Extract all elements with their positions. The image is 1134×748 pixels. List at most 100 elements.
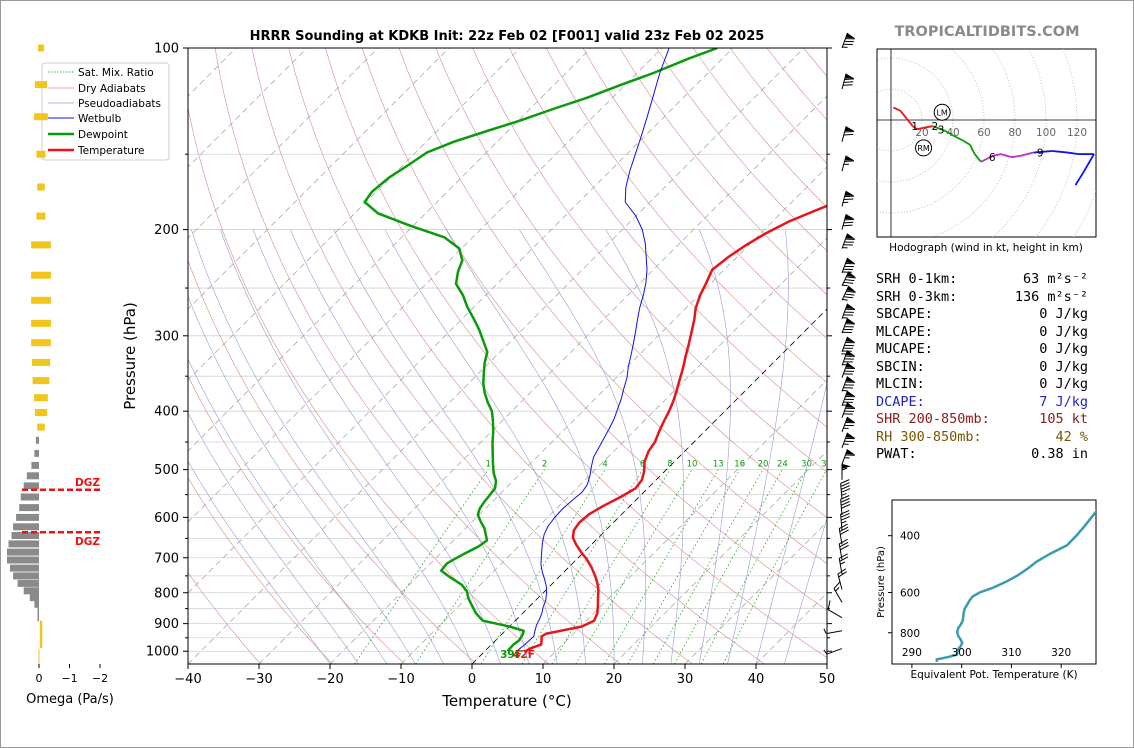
- pseudoadiabat: [727, 229, 789, 664]
- wind-barb: [840, 495, 851, 516]
- storm-motion-marker: [933, 103, 951, 121]
- theta-e-x-tick-label: 300: [952, 647, 972, 659]
- omega-bar: [34, 81, 48, 89]
- omega-bar: [39, 634, 43, 642]
- wind-barb-flag: [840, 482, 850, 487]
- wind-barb-flag: [843, 84, 853, 86]
- wind-barb-flag: [843, 296, 854, 299]
- theta-e-x-axis-label: Equivalent Pot. Temperature (K): [910, 669, 1077, 681]
- wetbulb-profile-line: [516, 48, 670, 652]
- y-tick-label: 500: [154, 463, 179, 478]
- skewt-legend: Sat. Mix. Ratio Dry Adiabats Pseudoadiab…: [41, 62, 170, 161]
- wind-barb-pennant: [846, 285, 856, 292]
- mixing-ratio-line: [521, 469, 643, 664]
- stats-row: RH 300-850mb: 42 %: [876, 429, 1116, 447]
- hodograph-ring-label: 100: [1036, 127, 1056, 139]
- wind-barb-staff: [841, 376, 848, 392]
- wind-barb-flag: [845, 395, 855, 398]
- wind-barb-half: [842, 298, 848, 301]
- wind-barb-flag: [843, 387, 853, 389]
- wind-barb-half: [843, 201, 849, 203]
- wind-barb-flag: [844, 265, 854, 268]
- wind-barb-flag: [843, 133, 854, 136]
- theta-e-x-tick-label: 310: [1001, 647, 1021, 659]
- hodograph-height-label: 1: [911, 121, 918, 133]
- wind-barb-flag: [843, 361, 853, 363]
- skewt-background-lines: 1 2 4 6 8 10 13 16 20 24 30 36: [188, 48, 827, 664]
- wind-barb-flag: [845, 341, 855, 344]
- dry-adiabat: [435, 48, 827, 518]
- x-tick-label: −10: [387, 672, 414, 687]
- hodograph-ring-label: 40: [946, 127, 959, 139]
- wind-barb-flag: [844, 311, 854, 313]
- isotherm-line: [400, 237, 827, 664]
- wind-barb-flag: [841, 503, 851, 509]
- hodograph-trace: [1052, 150, 1068, 154]
- wind-barb: [841, 190, 855, 207]
- hodograph-height-label: 6: [989, 152, 996, 164]
- wind-barb-staff: [826, 648, 843, 655]
- wind-barb-staff: [841, 449, 848, 465]
- wind-barb-flag: [844, 218, 855, 221]
- wind-barb-pennant: [844, 126, 855, 132]
- wind-barb-pennant: [842, 463, 851, 469]
- surface-temperature-label: 42F: [513, 649, 535, 661]
- wind-barb-flag: [845, 355, 855, 357]
- pseudoadiabat: [220, 229, 473, 664]
- legend-label-wetbulb: Wetbulb: [78, 113, 122, 125]
- pseudoadiabat: [252, 229, 501, 664]
- mixing-ratio-label: 30: [801, 460, 812, 470]
- wind-barb-flag: [839, 526, 849, 532]
- wind-barb-half: [842, 284, 848, 287]
- wind-barb-flag: [844, 78, 855, 80]
- wind-barb-half: [842, 317, 848, 319]
- omega-bar: [16, 513, 39, 521]
- skewt-axes: −40 −30 −20 −10 0 10 20 30 40 50 100 200 300 400 500 60…: [146, 42, 835, 688]
- wind-barb-flag: [844, 279, 855, 282]
- hodograph-trace: [899, 110, 908, 120]
- hodograph-ring-label: 80: [1008, 127, 1021, 139]
- stats-label: DCAPE:: [876, 393, 925, 410]
- wind-barb-flag: [840, 515, 851, 521]
- wind-barb-flag: [827, 600, 831, 610]
- omega-bar: [37, 614, 39, 622]
- isotherm-line: [188, 48, 805, 664]
- hodograph-height-label: 3: [938, 124, 945, 136]
- wind-barb-flag: [838, 538, 848, 545]
- stats-value: 63 m²s⁻²: [1022, 271, 1088, 287]
- dry-adiabat: [398, 48, 827, 564]
- legend-label-temperature: Temperature: [77, 145, 145, 157]
- dgz-label: DGZ: [75, 477, 100, 489]
- wind-barb-flag: [843, 413, 853, 415]
- hodograph-trace: [993, 153, 1002, 157]
- omega-bar: [29, 594, 39, 602]
- omega-bar: [31, 339, 51, 347]
- wind-barb: [841, 32, 856, 49]
- wind-barb-flag: [843, 268, 853, 270]
- omega-bar: [34, 394, 48, 402]
- wind-barb-staff: [833, 588, 843, 603]
- x-tick-label: 50: [819, 672, 836, 687]
- omega-bar: [23, 482, 39, 490]
- wind-barb-flag: [840, 510, 850, 515]
- x-tick-label: −40: [174, 672, 201, 687]
- pseudoadiabat: [698, 229, 731, 664]
- mixing-ratio-label: 20: [758, 460, 769, 470]
- wind-barb-staff: [841, 390, 848, 407]
- isotherm-line: [471, 308, 827, 664]
- wind-barb: [841, 336, 856, 355]
- mixing-ratio-label: 1: [485, 460, 490, 470]
- hodograph-trace: [932, 125, 946, 132]
- wind-barb: [838, 553, 849, 575]
- legend-box: [41, 62, 170, 161]
- omega-bar: [7, 548, 39, 556]
- omega-x-tick-label: −1: [61, 672, 77, 685]
- hodograph-ring-label: 120: [1067, 127, 1087, 139]
- wind-barb-half: [841, 520, 847, 524]
- hodograph-trace: [973, 153, 982, 163]
- mixing-ratio-line: [652, 469, 764, 664]
- isotherm-line: [188, 48, 592, 452]
- stats-label: PWAT:: [876, 446, 917, 462]
- hodograph-trace: [1020, 151, 1034, 157]
